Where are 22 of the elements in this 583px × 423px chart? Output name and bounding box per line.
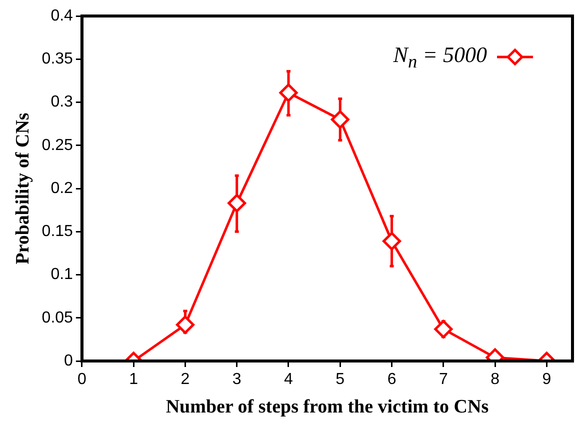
x-tick-label: 9 (542, 371, 552, 388)
y-tick-label: 0.3 (50, 94, 74, 111)
x-tick-label: 8 (490, 371, 500, 388)
x-tick-label: 2 (180, 371, 190, 388)
x-tick-label: 0 (77, 371, 86, 388)
x-tick-label: 1 (129, 371, 138, 388)
y-tick-label: 0.4 (50, 7, 74, 24)
y-tick-label: 0.35 (42, 50, 74, 68)
x-axis-title: Number of steps from the victim to CNs (166, 396, 489, 418)
y-tick-label: 0.15 (42, 223, 74, 240)
x-tick-label: 3 (232, 371, 242, 388)
x-tick-label: 5 (336, 371, 345, 388)
y-axis-title: Probability of CNs (12, 112, 34, 264)
y-tick-label: 0.05 (42, 309, 74, 326)
x-tick-label: 7 (438, 371, 448, 388)
x-tick-label: 6 (387, 371, 396, 388)
y-tick-label: 0.2 (50, 180, 74, 197)
y-tick-label: 0.1 (50, 266, 74, 284)
legend-label: N$_{n}$ = 5000 (393, 42, 487, 72)
y-tick-label: 0.25 (42, 136, 74, 154)
x-tick-label: 4 (284, 371, 294, 388)
y-tick-label: 0 (64, 352, 74, 370)
